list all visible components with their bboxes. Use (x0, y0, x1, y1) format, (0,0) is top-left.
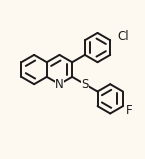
Text: Cl: Cl (117, 30, 129, 43)
Text: S: S (81, 78, 89, 91)
Text: N: N (55, 78, 64, 91)
Text: F: F (126, 104, 133, 117)
